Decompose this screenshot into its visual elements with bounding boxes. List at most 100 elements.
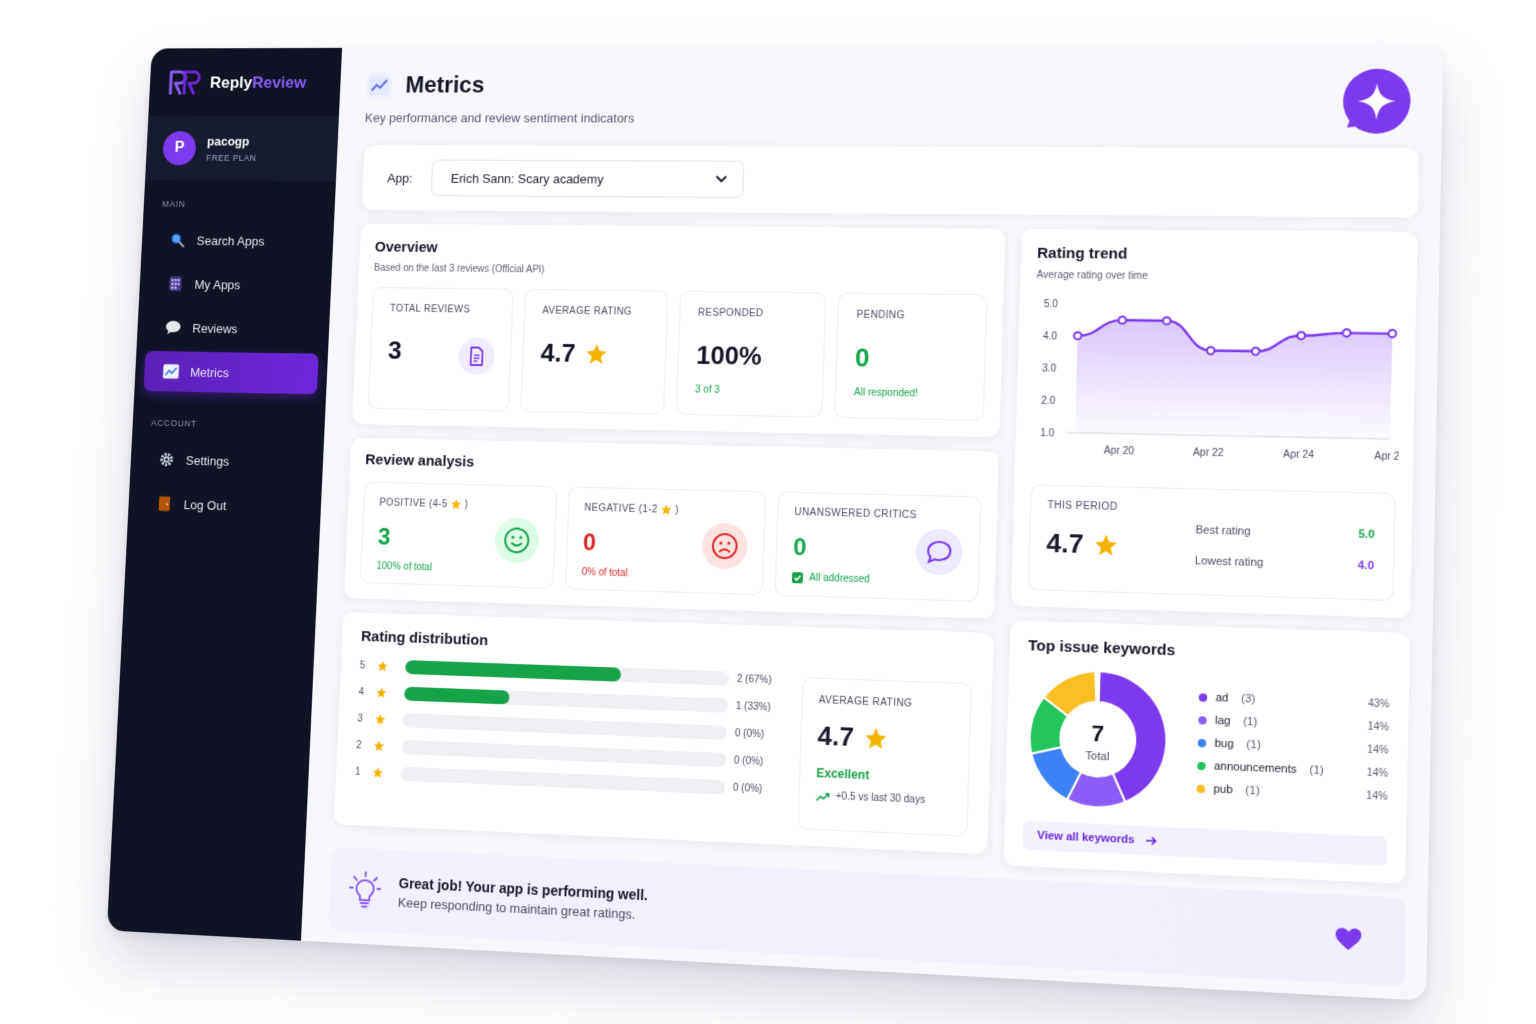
- distribution-bar-fill: [405, 660, 621, 682]
- trend-point: [1119, 316, 1127, 323]
- user-card[interactable]: P pacogp FREE PLAN: [145, 116, 339, 181]
- sidebar-item-metrics[interactable]: Metrics: [144, 351, 319, 394]
- stat-total-reviews: TOTAL REVIEWS 3: [368, 287, 514, 411]
- brand[interactable]: ReplyReview: [148, 48, 342, 116]
- lowest-rating-row: Lowest rating 4.0: [1195, 555, 1374, 572]
- analysis-positive: POSITIVE (4-5 ) 3 100% of total: [360, 482, 557, 589]
- distribution-bar-track: [405, 660, 729, 685]
- distribution-row: 20 (0%): [356, 738, 780, 769]
- this-period-card: THIS PERIOD 4.7 Best rating 5.0 Lowest: [1028, 484, 1396, 601]
- keyword-item[interactable]: pub (1) 14%: [1197, 782, 1388, 802]
- stat-note: 3 of 3: [695, 385, 805, 398]
- rating-distribution-card: Rating distribution 5 2 (67%) 4 1 (33%) 3 0 (…: [333, 611, 995, 855]
- replyreview-logo-icon: [167, 69, 201, 97]
- best-rating-label: Best rating: [1195, 524, 1250, 538]
- stat-responded: RESPONDED 100% 3 of 3: [676, 291, 827, 418]
- lightbulb-icon: [348, 871, 382, 910]
- sidebar-item-reviews[interactable]: Reviews: [146, 307, 321, 350]
- overview-subtitle: Based on the last 3 reviews (Official AP…: [374, 263, 988, 280]
- view-all-keywords-link[interactable]: View all keywords: [1022, 821, 1387, 866]
- best-rating-value: 5.0: [1358, 528, 1375, 541]
- frown-icon: [702, 523, 749, 570]
- distribution-row: 52 (67%): [360, 659, 783, 688]
- distribution-bar-track: [400, 767, 725, 795]
- average-label: AVERAGE RATING: [819, 695, 954, 711]
- lowest-rating-label: Lowest rating: [1195, 555, 1264, 569]
- sidebar-item-label: Log Out: [183, 497, 226, 513]
- stat-note: All responded!: [854, 387, 966, 400]
- app-label: App:: [387, 170, 413, 185]
- keyword-count: (1): [1245, 784, 1259, 797]
- keyword-name: announcements: [1214, 760, 1297, 776]
- view-all-keywords-label: View all keywords: [1037, 830, 1135, 847]
- keyword-count: (1): [1243, 716, 1257, 729]
- gear-icon: [158, 451, 175, 469]
- average-rating-word: Excellent: [816, 766, 952, 786]
- trend-point: [1252, 348, 1260, 355]
- keyword-percent: 14%: [1367, 767, 1389, 779]
- distribution-average-card: AVERAGE RATING 4.7 Excellent +0.5 vs las…: [797, 677, 971, 837]
- sidebar-item-label: Reviews: [192, 321, 238, 336]
- stat-value: 100%: [696, 340, 806, 372]
- y-tick-label: 5.0: [1044, 299, 1058, 311]
- overview-card: Overview Based on the last 3 reviews (Of…: [351, 222, 1007, 438]
- app-selector-bar: App: Erich Sann: Scary academy: [361, 144, 1421, 218]
- star-icon: [864, 726, 889, 751]
- app-window: ReplyReview P pacogp FREE PLAN MAIN Sear…: [107, 44, 1443, 1000]
- search-icon: [169, 231, 186, 248]
- sidebar-item-log-out[interactable]: Log Out: [137, 483, 313, 528]
- distribution-bar-track: [404, 687, 728, 713]
- distribution-row: 10 (0%): [355, 765, 779, 797]
- keyword-count: (1): [1309, 764, 1324, 777]
- rating-trend-subtitle: Average rating over time: [1036, 270, 1399, 285]
- stat-value-row: 4.7: [540, 338, 648, 370]
- x-tick-label: Apr 26: [1374, 451, 1401, 463]
- chevron-down-icon: [715, 175, 727, 183]
- rating-trend-card: Rating trend Average rating over time 5.…: [1010, 228, 1419, 620]
- distribution-bar-fill: [404, 687, 510, 705]
- distribution-count: 1 (33%): [736, 700, 782, 713]
- sidebar-item-label: Settings: [185, 453, 229, 468]
- nav-section-account: ACCOUNT: [132, 393, 326, 441]
- y-tick-label: 4.0: [1043, 331, 1057, 343]
- legend-dot: [1199, 693, 1208, 702]
- star-icon: [585, 342, 609, 366]
- keyword-item[interactable]: bug (1) 14%: [1198, 737, 1389, 757]
- distribution-star-number: 3: [357, 713, 367, 724]
- user-plan: FREE PLAN: [206, 153, 256, 163]
- assistant-sparkle-button[interactable]: [1338, 67, 1413, 138]
- keyword-item[interactable]: lag (1) 14%: [1198, 714, 1389, 734]
- legend-dot: [1197, 762, 1206, 771]
- keyword-percent: 14%: [1367, 744, 1389, 756]
- app-select-dropdown[interactable]: Erich Sann: Scary academy: [430, 160, 744, 198]
- trend-point: [1163, 317, 1171, 324]
- sidebar-item-my-apps[interactable]: My Apps: [148, 264, 323, 306]
- stat-value: 4.7: [540, 338, 576, 369]
- keyword-item[interactable]: announcements (1) 14%: [1197, 760, 1388, 780]
- keyword-item[interactable]: ad (3) 43%: [1199, 691, 1390, 710]
- legend-dot: [1197, 785, 1206, 794]
- star-icon: [374, 713, 386, 725]
- sidebar-item-search-apps[interactable]: Search Apps: [150, 220, 325, 262]
- chart-icon: [366, 72, 393, 99]
- analysis-note: All addressed: [809, 573, 870, 586]
- sidebar-item-settings[interactable]: Settings: [139, 439, 315, 483]
- distribution-row: 3 0 (0%): [357, 712, 781, 743]
- trend-up-icon: [815, 791, 829, 802]
- smile-icon: [493, 517, 539, 564]
- star-icon: [660, 504, 672, 516]
- star-icon: [373, 740, 385, 752]
- app-select-value: Erich Sann: Scary academy: [451, 171, 604, 186]
- apps-icon: [167, 275, 184, 292]
- keywords-legend: ad (3) 43% lag (1) 14% bug (1) 14% announcements (…: [1197, 691, 1390, 803]
- distribution-bar-track: [401, 740, 726, 767]
- period-label: THIS PERIOD: [1047, 500, 1377, 519]
- trend-area: [1075, 320, 1392, 439]
- keywords-donut-chart: 7 Total: [1024, 665, 1173, 815]
- rating-trend-title: Rating trend: [1037, 245, 1400, 266]
- average-trend-row: +0.5 vs last 30 days: [815, 790, 951, 807]
- stat-value: 0: [855, 342, 967, 375]
- legend-dot: [1198, 739, 1207, 748]
- distribution-count: 0 (0%): [735, 728, 781, 741]
- y-tick-label: 2.0: [1041, 395, 1055, 407]
